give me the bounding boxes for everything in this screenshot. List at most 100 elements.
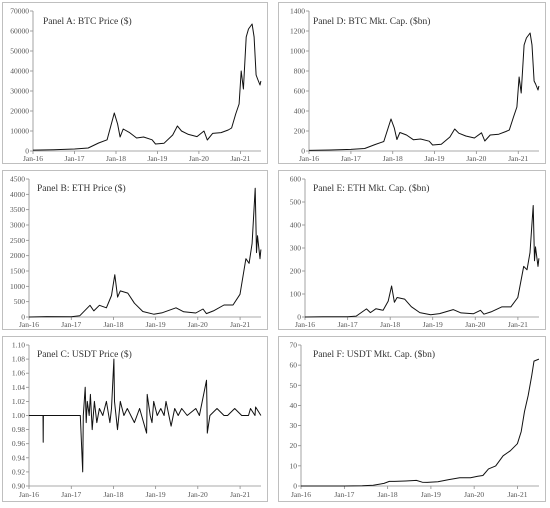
panel-e-ytick-label: 300 [290, 244, 302, 253]
panel-c-ytick-label: 1.00 [12, 411, 25, 420]
panel-b-xtick-label: Jan-17 [61, 320, 81, 329]
panel-e-xtick-label: Jan-19 [423, 320, 443, 329]
panel-c-series-line [29, 358, 262, 473]
panel-c-xtick-label: Jan-20 [188, 490, 208, 499]
panel-e-chart: 0 100 200 300 400 500 600 Jan-16 Jan-17 Jan-18 Jan… [290, 175, 540, 329]
panel-e-ytick-label: 0 [297, 313, 301, 322]
panel-f: 0 10 20 30 40 50 60 70 Jan-16 Jan-17 Jan-18 Jan-19 J… [278, 336, 546, 502]
panel-a-title: Panel A: BTC Price ($) [43, 16, 132, 27]
panel-c-xtick-label: Jan-21 [230, 490, 250, 499]
panel-c-xtick-label: Jan-19 [146, 490, 166, 499]
panel-a-xtick-label: Jan-20 [189, 154, 209, 163]
panel-d-ytick-label: 400 [294, 107, 306, 116]
panel-a-ytick-label: 20000 [10, 107, 29, 116]
panel-a-ytick-label: 40000 [10, 67, 29, 76]
panel-d-ytick-label: 200 [294, 127, 306, 136]
panel-c-ytick-label: 0.98 [12, 425, 25, 434]
panel-f-title: Panel F: USDT Mkt. Cap. ($bn) [313, 349, 435, 360]
panel-f-ytick-label: 50 [290, 381, 298, 390]
panel-a-ytick-label: 50000 [10, 47, 29, 56]
panel-b-ytick-label: 3500 [10, 205, 25, 214]
panel-b-series-line [28, 187, 262, 318]
panel-c-ytick-label: 1.08 [12, 355, 25, 364]
panel-d-xtick-label: Jan-18 [383, 154, 403, 163]
panel-a-ytick-label: 0 [25, 147, 29, 156]
panel-b-ytick-label: 1500 [10, 267, 25, 276]
panel-e-xtick-label: Jan-18 [380, 320, 400, 329]
panel-c-xtick-label: Jan-17 [61, 490, 81, 499]
panel-e-xtick-label: Jan-17 [338, 320, 358, 329]
panel-d-xtick-label: Jan-16 [299, 154, 319, 163]
panel-f-xtick-label: Jan-16 [291, 490, 311, 499]
panel-f-ytick-label: 0 [293, 482, 297, 491]
panel-a-xtick-label: Jan-16 [23, 154, 43, 163]
panel-f-chart: 0 10 20 30 40 50 60 70 Jan-16 Jan-17 Jan-18 Jan-19 J… [290, 341, 540, 499]
panel-f-ytick-label: 10 [290, 461, 298, 470]
panel-d-ytick-label: 600 [294, 87, 306, 96]
panel-e-title: Panel E: ETH Mkt. Cap. ($bn) [313, 183, 429, 194]
panel-c-chart: 0.90 0.92 0.94 0.96 0.98 1.00 1.02 1.04 1.06 1.08… [12, 341, 262, 499]
panel-c-ytick-label: 1.04 [12, 383, 25, 392]
panel-b-ytick-label: 0 [21, 313, 25, 322]
panel-d-ytick-label: 1400 [290, 7, 305, 16]
panel-b-xtick-label: Jan-19 [146, 320, 166, 329]
panel-b-ytick-label: 1000 [10, 282, 25, 291]
panel-d-ytick-label: 1200 [290, 27, 305, 36]
panel-c-ytick-label: 1.06 [12, 369, 25, 378]
panel-f-ytick-label: 30 [290, 421, 298, 430]
panel-e-xtick-label: Jan-20 [465, 320, 485, 329]
panel-f-series-line [301, 358, 540, 487]
panel-a-ytick-label: 10000 [10, 127, 29, 136]
panel-c-ytick-label: 1.10 [12, 341, 25, 350]
panel-c-ytick-label: 1.02 [12, 397, 25, 406]
panel-f-xtick-label: Jan-18 [378, 490, 398, 499]
panel-c: 0.90 0.92 0.94 0.96 0.98 1.00 1.02 1.04 1.06 1.08… [2, 336, 268, 502]
panel-e-ytick-label: 500 [290, 198, 302, 207]
panel-a-xtick-label: Jan-19 [147, 154, 167, 163]
panel-b-ytick-label: 4500 [10, 175, 25, 184]
panel-b-xtick-label: Jan-21 [230, 320, 250, 329]
panel-c-ytick-label: 0.92 [12, 467, 25, 476]
panel-d-title: Panel D: BTC Mkt. Cap. ($bn) [313, 16, 430, 27]
panel-b-chart: 0 500 1000 1500 2000 2500 3000 3500 4000 4500 Jan-… [10, 175, 262, 329]
panel-b-title: Panel B: ETH Price ($) [37, 183, 126, 194]
panel-b-xtick-label: Jan-16 [19, 320, 39, 329]
panel-b: 0 500 1000 1500 2000 2500 3000 3500 4000 4500 Jan-… [2, 170, 268, 330]
panel-f-ytick-label: 60 [290, 361, 298, 370]
panel-d: 0 200 400 600 800 1000 1200 1400 Jan-16 Jan-17 Jan… [278, 2, 546, 164]
panel-c-title: Panel C: USDT Price ($) [37, 349, 132, 360]
panel-a-ytick-label: 70000 [10, 7, 29, 16]
panel-e-ytick-label: 600 [290, 175, 302, 184]
panel-e-ytick-label: 100 [290, 290, 302, 299]
panel-d-ytick-label: 1000 [290, 47, 305, 56]
panel-b-ytick-label: 3000 [10, 221, 25, 230]
panel-a-xtick-label: Jan-17 [65, 154, 85, 163]
panel-d-ytick-label: 800 [294, 67, 306, 76]
panel-e: 0 100 200 300 400 500 600 Jan-16 Jan-17 Jan-18 Jan… [278, 170, 546, 330]
panel-e-xtick-label: Jan-16 [295, 320, 315, 329]
panel-d-xtick-label: Jan-17 [341, 154, 361, 163]
panel-f-xtick-label: Jan-20 [464, 490, 484, 499]
panel-f-xtick-label: Jan-21 [508, 490, 528, 499]
panel-e-xtick-label: Jan-21 [508, 320, 528, 329]
panel-c-ytick-label: 0.90 [12, 482, 25, 491]
panel-f-ytick-label: 70 [290, 341, 298, 350]
panel-d-series-line [308, 32, 540, 151]
panel-a-chart: 0 10000 20000 30000 40000 50000 60000 70000 Jan-… [10, 7, 262, 163]
panel-b-ytick-label: 4000 [10, 190, 25, 199]
panel-e-series-line [304, 205, 540, 318]
panel-d-xtick-label: Jan-19 [425, 154, 445, 163]
panel-a-ytick-label: 30000 [10, 87, 29, 96]
panel-a-xtick-label: Jan-18 [106, 154, 126, 163]
panel-a-ytick-label: 60000 [10, 27, 29, 36]
panel-b-xtick-label: Jan-18 [103, 320, 123, 329]
panel-b-ytick-label: 2000 [10, 251, 25, 260]
panel-a-series-line [32, 23, 262, 151]
panel-d-xtick-label: Jan-21 [508, 154, 528, 163]
panel-d-ytick-label: 0 [301, 147, 305, 156]
panel-c-ytick-label: 0.94 [12, 453, 25, 462]
panel-b-ytick-label: 500 [14, 297, 26, 306]
panel-c-xtick-label: Jan-16 [19, 490, 39, 499]
panel-c-xtick-label: Jan-18 [103, 490, 123, 499]
